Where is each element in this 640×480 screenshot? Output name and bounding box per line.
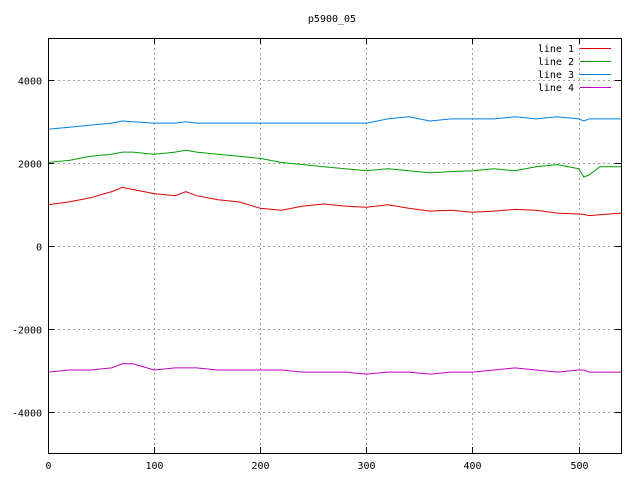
x-tick-label: 400 — [463, 461, 481, 472]
y-tick-label: -2000 — [12, 326, 42, 337]
legend-label: line 3 — [538, 70, 574, 81]
series-line-3 — [47, 116, 621, 130]
x-tick-label: 300 — [357, 461, 375, 472]
y-tick-label: 2000 — [18, 160, 42, 171]
series-group — [47, 116, 622, 375]
x-tick-label: 0 — [45, 461, 51, 472]
series-line-4 — [47, 363, 621, 375]
y-tick-label: 0 — [36, 243, 42, 254]
legend-label: line 1 — [538, 44, 574, 55]
x-tick-label: 500 — [570, 461, 588, 472]
series-line-2 — [47, 149, 621, 178]
chart-title: p5900_05 — [308, 14, 356, 25]
legend: line 1 line 2 line 3 line 4 — [538, 44, 611, 94]
x-tick-label: 200 — [251, 461, 269, 472]
y-axis: -4000 -2000 0 2000 4000 — [12, 77, 621, 420]
legend-label: line 2 — [538, 57, 574, 68]
grid — [48, 38, 621, 453]
y-tick-label: -4000 — [12, 409, 42, 420]
x-tick-label: 100 — [145, 461, 163, 472]
x-axis: 0 100 200 300 400 500 — [45, 38, 589, 472]
y-tick-label: 4000 — [18, 77, 42, 88]
legend-label: line 4 — [538, 83, 574, 94]
series-line-1 — [47, 186, 622, 217]
